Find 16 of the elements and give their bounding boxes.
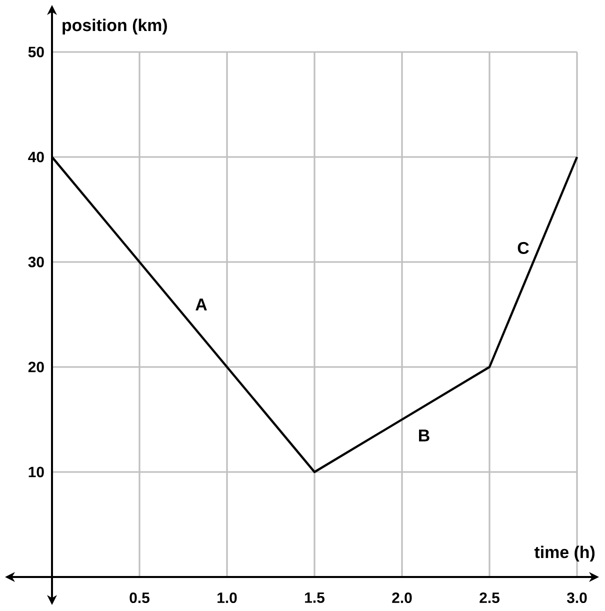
y-tick-label: 50	[28, 46, 44, 58]
annotation: C	[518, 242, 529, 254]
x-tick-label: 2.5	[480, 592, 500, 604]
y-tick-label: 30	[28, 256, 44, 268]
y-tick-label: 40	[28, 152, 44, 162]
x-axis-title: time (h)	[534, 546, 595, 562]
x-tick-label: 2.0	[392, 592, 412, 604]
x-tick-label: 0.5	[130, 592, 150, 604]
annotation: A	[196, 298, 207, 310]
x-tick-label: 3.0	[566, 592, 587, 604]
y-axis-title: position (km)	[62, 18, 167, 35]
x-tick-label: 1.0	[218, 592, 237, 604]
y-tick-label: 10	[28, 466, 44, 478]
y-tick-label: 20	[28, 362, 44, 372]
annotation: B	[419, 430, 430, 442]
x-tick-label: 1.5	[305, 592, 324, 603]
